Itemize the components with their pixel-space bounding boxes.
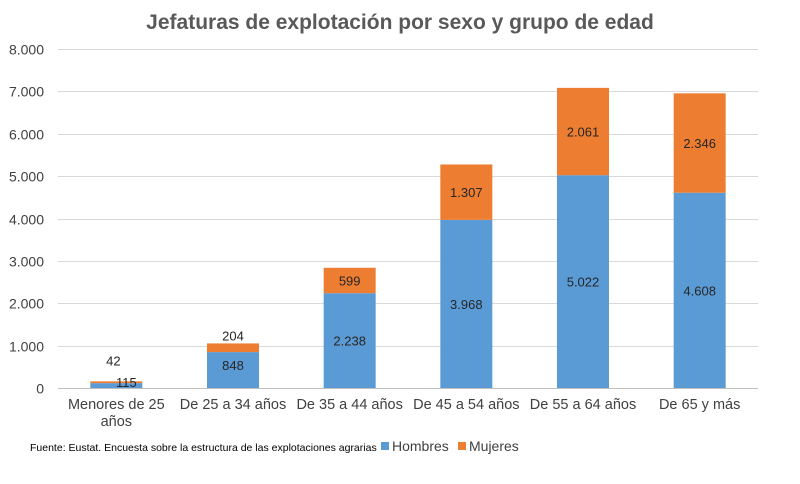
x-category-label: años bbox=[101, 414, 132, 430]
y-tick-label: 2.000 bbox=[9, 296, 44, 312]
y-tick-label: 3.000 bbox=[9, 254, 44, 270]
data-label-mujeres: 2.346 bbox=[683, 136, 716, 151]
data-label-hombres: 848 bbox=[222, 358, 244, 373]
bar-mujeres bbox=[323, 267, 376, 294]
bar-hombres bbox=[207, 352, 259, 388]
x-category-label: De 55 a 64 años bbox=[530, 397, 636, 413]
y-axis-ticks: 0 1.000 2.000 3.000 4.000 5.000 6.000 7.000 8.00… bbox=[9, 42, 44, 397]
y-tick-label: 6.000 bbox=[9, 127, 44, 143]
x-category-label: De 45 a 54 años bbox=[413, 397, 519, 413]
data-label-mujeres: 204 bbox=[222, 328, 244, 343]
bar-mujeres bbox=[207, 343, 259, 353]
data-label-hombres: 5.022 bbox=[567, 275, 600, 290]
data-label-hombres: 4.608 bbox=[683, 283, 716, 298]
y-tick-label: 5.000 bbox=[9, 169, 44, 185]
bar-mujeres bbox=[90, 381, 143, 384]
y-tick-label: 0 bbox=[36, 381, 44, 397]
data-label-mujeres: 1.307 bbox=[450, 185, 483, 200]
x-category-label: Menores de 25 bbox=[68, 397, 165, 413]
chart-title: Jefaturas de explotación por sexo y grup… bbox=[146, 11, 654, 34]
y-tick-label: 4.000 bbox=[9, 212, 44, 228]
source-note: Fuente: Eustat. Encuesta sobre la estruc… bbox=[30, 442, 377, 454]
data-label-hombres: 2.238 bbox=[333, 334, 366, 349]
gridlines bbox=[58, 49, 758, 389]
data-label-mujeres: 42 bbox=[106, 353, 120, 368]
data-label-mujeres: 2.061 bbox=[567, 125, 600, 140]
bar-hombres bbox=[323, 293, 376, 388]
data-label-hombres: 3.968 bbox=[450, 297, 483, 312]
bar-mujeres bbox=[557, 87, 609, 176]
data-labels: 115 42 848 204 2.238 599 3.968 1.307 5.022 2.061 4… bbox=[106, 125, 716, 391]
data-label-hombres: 115 bbox=[116, 375, 137, 390]
x-category-label: De 25 a 34 años bbox=[180, 397, 286, 413]
x-category-label: De 65 y más bbox=[659, 397, 740, 413]
bar-mujeres bbox=[673, 93, 726, 193]
bar-hombres bbox=[673, 192, 726, 388]
bar-mujeres bbox=[440, 164, 493, 220]
legend-swatch-hombres bbox=[381, 442, 389, 450]
y-tick-label: 8.000 bbox=[9, 42, 44, 58]
bar-hombres bbox=[90, 383, 143, 388]
legend-swatch-mujeres bbox=[458, 442, 466, 450]
bars bbox=[90, 87, 726, 388]
y-tick-label: 1.000 bbox=[9, 339, 44, 355]
legend-label-mujeres: Mujeres bbox=[469, 438, 519, 454]
legend: Hombres Mujeres bbox=[381, 438, 519, 454]
legend-label-hombres: Hombres bbox=[392, 438, 449, 454]
bar-hombres bbox=[557, 175, 609, 388]
x-category-label: De 35 a 44 años bbox=[296, 397, 402, 413]
data-label-mujeres: 599 bbox=[339, 273, 361, 288]
y-tick-label: 7.000 bbox=[9, 84, 44, 100]
bar-hombres bbox=[440, 219, 493, 388]
